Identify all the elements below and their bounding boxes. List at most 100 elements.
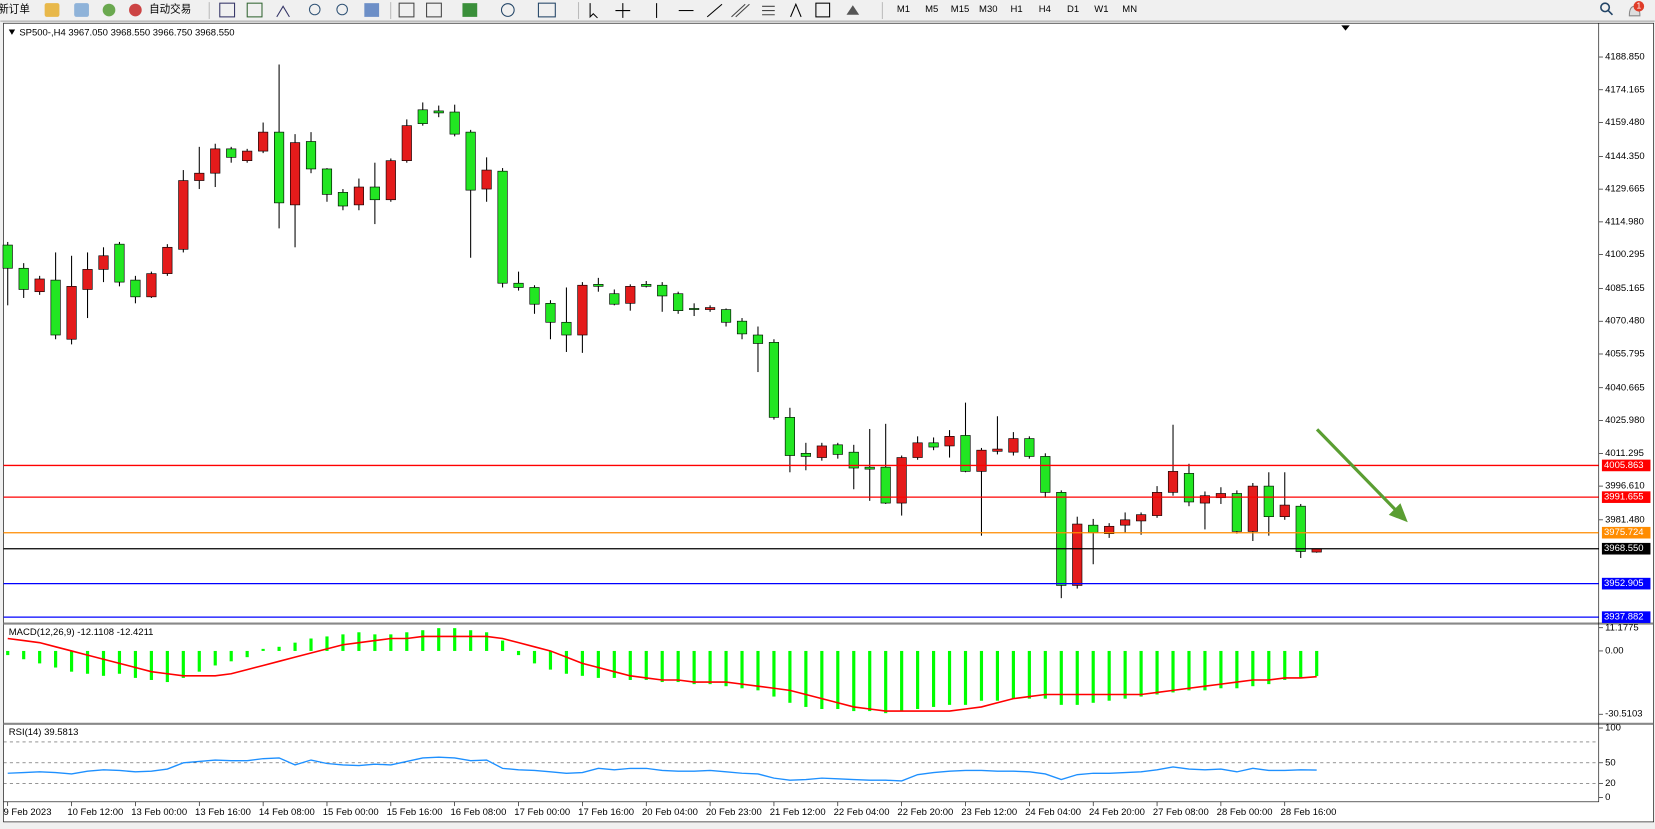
auto-trading[interactable]: 自动交易 <box>149 2 191 15</box>
icon[interactable] <box>731 3 750 18</box>
macd-bar <box>101 650 106 676</box>
candle-body <box>178 180 189 250</box>
macd-bar <box>69 650 74 672</box>
rsi-header: RSI(14) 39.5813 <box>9 727 79 738</box>
candle-body <box>1279 504 1290 518</box>
rsi-label: RSI(14) <box>9 727 42 738</box>
timeframe-button[interactable]: M30 <box>979 4 997 15</box>
timeframe-button[interactable]: D1 <box>1067 4 1079 15</box>
macd-bar <box>564 650 569 674</box>
shift-marker[interactable] <box>1341 25 1350 31</box>
x-tick-label: 23 Feb 12:00 <box>961 807 1017 818</box>
price-level-tag <box>1601 542 1651 555</box>
macd-bar <box>6 650 10 656</box>
x-tick-label: 22 Feb 04:00 <box>834 807 890 818</box>
icon[interactable] <box>336 3 348 16</box>
x-tick-label: 9 Feb 2023 <box>4 807 52 818</box>
icon[interactable] <box>246 2 263 18</box>
icon[interactable] <box>129 3 142 17</box>
macd-label: MACD(12,26,9) <box>9 626 75 637</box>
icon[interactable] <box>308 3 321 16</box>
icon[interactable] <box>615 3 631 18</box>
x-tick-label: 13 Feb 16:00 <box>195 807 251 818</box>
y-tick-label: 4129.665 <box>1605 184 1645 195</box>
icon[interactable] <box>364 3 380 17</box>
x-tick-label: 17 Feb 16:00 <box>578 807 634 818</box>
macd-bar <box>1075 650 1079 705</box>
macd-bar <box>1011 650 1015 699</box>
icon[interactable] <box>762 5 775 16</box>
macd-bar <box>1043 650 1047 699</box>
macd-bar <box>868 650 872 712</box>
toolbar: 新订单 自动交易 M1 M5 M15 M30 H1 H4 D1 W1 MN <box>0 0 1655 22</box>
macd-bar <box>947 650 952 705</box>
candle-body <box>369 186 380 201</box>
macd-bar <box>900 650 904 712</box>
icon[interactable] <box>815 2 831 18</box>
candle-body <box>545 302 556 323</box>
icon[interactable] <box>462 3 478 17</box>
candle-body <box>832 444 843 455</box>
timeframe-button[interactable]: M1 <box>897 4 910 15</box>
y-tick-label: 3981.480 <box>1605 514 1645 525</box>
candle-body <box>1231 493 1242 532</box>
candle-body <box>465 131 476 191</box>
search-icon[interactable] <box>1600 2 1611 13</box>
icon[interactable] <box>790 2 802 18</box>
icon[interactable] <box>44 3 60 17</box>
price-level-label: 4005.863 <box>1604 460 1644 471</box>
icon[interactable] <box>426 2 442 18</box>
icon[interactable] <box>74 3 89 17</box>
price-level-label: 3952.905 <box>1604 578 1644 589</box>
icon[interactable] <box>500 3 515 17</box>
macd-bar <box>85 650 90 674</box>
timeframe-button[interactable]: M15 <box>951 4 969 15</box>
icon[interactable] <box>219 2 236 18</box>
candle-body <box>321 168 333 195</box>
icon[interactable] <box>102 3 116 17</box>
macd-bar <box>628 650 632 680</box>
new-order[interactable]: 新订单 <box>0 2 30 15</box>
icon[interactable] <box>537 2 556 18</box>
candle-body <box>1072 523 1083 586</box>
candle-body <box>513 282 524 288</box>
y-tick-label: 3996.610 <box>1605 481 1645 492</box>
candle-body <box>720 309 732 323</box>
macd-bar <box>979 650 984 701</box>
candle-body <box>274 131 285 204</box>
macd-bar <box>357 632 361 651</box>
macd-bar <box>1123 650 1127 699</box>
macd-bar <box>532 650 537 664</box>
x-tick-label: 24 Feb 20:00 <box>1089 807 1145 818</box>
price-level-label: 3937.882 <box>1604 612 1644 623</box>
y-tick-label: 4011.295 <box>1605 448 1644 459</box>
macd-bar <box>756 650 760 691</box>
icon[interactable] <box>398 2 415 18</box>
candle-body <box>289 142 301 206</box>
macd-bar <box>708 650 712 685</box>
macd-bar <box>22 650 26 660</box>
icon[interactable] <box>706 3 723 18</box>
macd-bar <box>931 650 936 707</box>
timeframe-button[interactable]: W1 <box>1094 4 1108 15</box>
macd-bar <box>1283 650 1287 680</box>
y-tick-label: 0 <box>1605 792 1610 803</box>
timeframe-button[interactable]: MN <box>1122 4 1137 15</box>
icon[interactable] <box>589 3 598 19</box>
macd-bar <box>117 650 122 674</box>
candle-body <box>98 255 109 270</box>
macd-bar <box>453 628 457 651</box>
timeframe-button[interactable]: M5 <box>925 4 938 15</box>
macd-bar <box>389 634 393 651</box>
timeframe-button[interactable]: H4 <box>1039 4 1051 15</box>
icon[interactable] <box>276 5 290 18</box>
macd-bar <box>485 632 489 651</box>
candle-body <box>130 279 141 298</box>
candle-body <box>944 436 955 447</box>
candle-body <box>912 442 923 458</box>
candle-body <box>242 150 253 162</box>
macd-bar <box>788 650 792 703</box>
macd-bar <box>229 650 233 662</box>
timeframe-button[interactable]: H1 <box>1011 4 1023 15</box>
icon[interactable] <box>846 5 860 15</box>
